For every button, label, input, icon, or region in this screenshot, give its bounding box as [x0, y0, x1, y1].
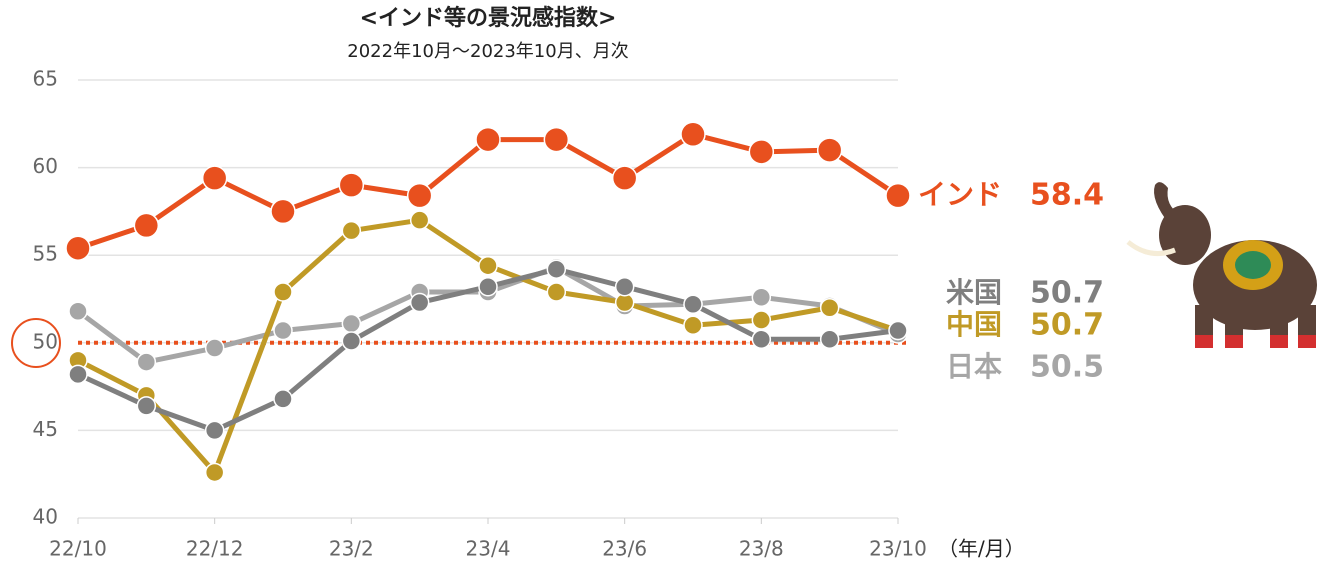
legend-name: 日本: [946, 350, 1002, 383]
data-point: [271, 199, 295, 223]
data-point: [137, 397, 155, 415]
data-point: [752, 288, 770, 306]
data-point: [681, 122, 705, 146]
x-tick-label: 23/4: [466, 537, 511, 561]
data-point: [479, 278, 497, 296]
data-point: [274, 283, 292, 301]
x-tick-label: 23/6: [602, 537, 647, 561]
data-point: [547, 283, 565, 301]
elephant-illustration: [1128, 182, 1317, 348]
data-point: [821, 299, 839, 317]
chart-subtitle: 2022年10月～2023年10月、月次: [347, 41, 628, 62]
data-point: [66, 236, 90, 260]
data-point: [342, 315, 360, 333]
data-point: [752, 311, 770, 329]
x-unit-label: （年/月）: [938, 537, 1025, 561]
x-tick-label: 23/8: [739, 537, 784, 561]
data-point: [203, 166, 227, 190]
x-tick-label: 23/10: [869, 537, 927, 561]
data-point: [411, 294, 429, 312]
end-value-label: 58.4: [1030, 178, 1104, 213]
data-point: [411, 211, 429, 229]
data-point: [274, 390, 292, 408]
data-point: [69, 365, 87, 383]
legend-name: 米国: [946, 276, 1002, 309]
y-tick-label: 60: [33, 154, 58, 178]
end-value-label: 50.5: [1030, 350, 1104, 385]
data-point: [408, 184, 432, 208]
chart-title: <インド等の景況感指数>: [360, 5, 617, 31]
data-point: [206, 421, 224, 439]
data-point: [479, 257, 497, 275]
data-point: [684, 295, 702, 313]
end-value-label: 50.7: [1030, 308, 1104, 343]
data-point: [342, 222, 360, 240]
data-point: [684, 316, 702, 334]
data-point: [821, 330, 839, 348]
chart: <インド等の景況感指数> 2022年10月～2023年10月、月次 （年/月） …: [0, 0, 1343, 566]
data-point: [818, 138, 842, 162]
data-point: [476, 128, 500, 152]
y-tick-label: 45: [33, 417, 58, 441]
y-tick-label: 50: [33, 329, 58, 353]
data-point: [613, 166, 637, 190]
data-point: [206, 463, 224, 481]
data-point: [206, 339, 224, 357]
data-point: [69, 302, 87, 320]
data-point: [342, 332, 360, 350]
y-tick-label: 40: [33, 505, 58, 529]
data-point: [752, 330, 770, 348]
x-tick-label: 22/10: [49, 537, 107, 561]
data-point: [616, 278, 634, 296]
data-point: [544, 128, 568, 152]
data-point: [886, 184, 910, 208]
data-point: [134, 213, 158, 237]
x-tick-label: 22/12: [186, 537, 244, 561]
data-point: [137, 353, 155, 371]
data-point: [889, 322, 907, 340]
x-tick-label: 23/2: [329, 537, 374, 561]
data-point: [274, 322, 292, 340]
end-value-label: 50.7: [1030, 276, 1104, 311]
data-point: [547, 260, 565, 278]
y-tick-label: 65: [33, 67, 58, 91]
data-point: [749, 140, 773, 164]
y-tick-label: 55: [33, 242, 58, 266]
data-point: [339, 173, 363, 197]
legend-name: インド: [918, 178, 1002, 211]
legend-name: 中国: [946, 308, 1002, 341]
